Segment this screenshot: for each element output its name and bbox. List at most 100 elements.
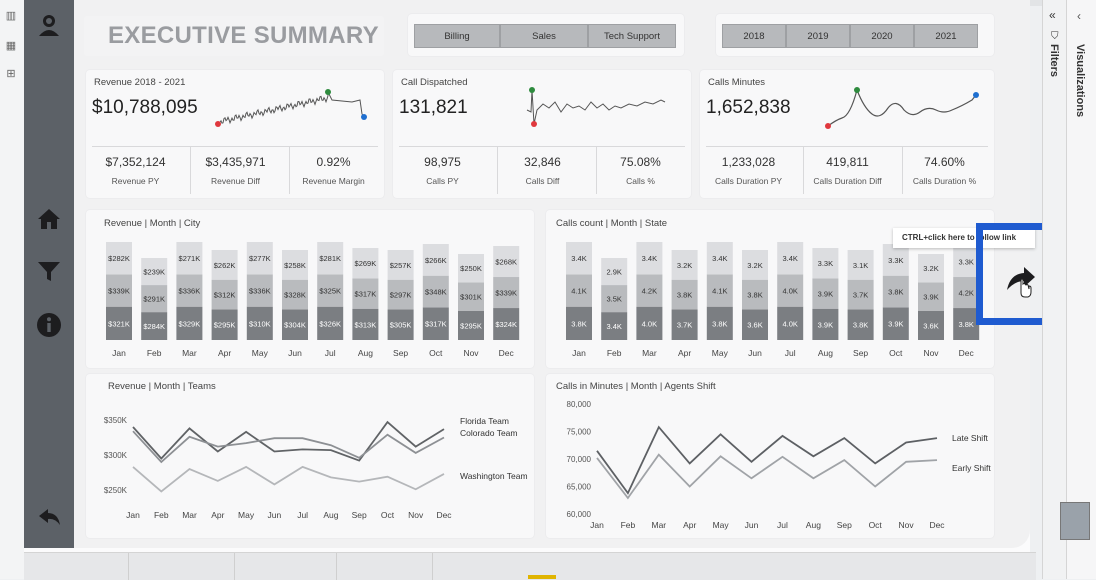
kpi-sub-value: 75.08% (620, 155, 661, 169)
chart-data-label: $277K (249, 254, 271, 263)
kpi-title: Revenue 2018 - 2021 (94, 77, 186, 88)
page-tab[interactable] (234, 553, 337, 580)
chart-y-tick-label: 80,000 (567, 400, 592, 409)
chart-bar-segment (422, 275, 449, 308)
follow-link-tooltip: CTRL+click here to follow link (893, 228, 1035, 248)
chart-data-label: 3.3K (958, 258, 973, 267)
chart-data-label: 3.8K (571, 319, 586, 328)
filter-funnel-icon: ⛉ (1051, 31, 1059, 42)
kpi-value: 1,652,838 (706, 97, 791, 118)
chart-bar-segment (882, 275, 909, 308)
chart-bar-segment (812, 278, 839, 309)
collapse-icon[interactable]: « (1049, 8, 1056, 22)
chart-data-label: $281K (319, 254, 341, 263)
chart-series-line (596, 425, 938, 495)
chart-bar-segment (458, 310, 484, 340)
chart-x-tick-label: Jun (268, 510, 282, 520)
chart-bar-segment (636, 274, 663, 307)
chart-x-tick-label: Jul (785, 348, 796, 358)
thumbnail-image (1060, 502, 1090, 540)
chart-series-line (596, 453, 938, 500)
chart-y-tick-label: $350K (104, 416, 128, 425)
chart-data-label: 3.3K (888, 256, 903, 265)
chart-data-label: 3.3K (818, 259, 833, 268)
year-2020-button[interactable]: 2020 (850, 24, 914, 48)
chart-data-label: 3.8K (888, 288, 903, 297)
chart-data-label: $301K (460, 293, 482, 302)
title-box (84, 16, 384, 56)
chart-title: Calls count | Month | State (556, 218, 668, 229)
tech-support-button[interactable]: Tech Support (588, 24, 676, 48)
year-2021-button[interactable]: 2021 (914, 24, 978, 48)
kpi-sparkline (215, 89, 367, 127)
visualizations-pane[interactable]: ‹ Visualizations (1066, 0, 1096, 579)
chart-data-label: $268K (495, 258, 517, 267)
page-tab[interactable] (336, 553, 433, 580)
chart-data-label: 4.0K (782, 319, 797, 328)
expand-icon[interactable]: ‹ (1077, 9, 1081, 23)
chart-title: Revenue | Month | City (104, 218, 201, 229)
model-view-icon[interactable]: ⊞ (6, 68, 16, 80)
chart-bar-segment (812, 248, 839, 279)
year-2019-button[interactable]: 2019 (786, 24, 850, 48)
info-icon[interactable] (36, 312, 62, 338)
calls-state-chart: 3.8K 4.1K 3.4K Jan 3.4K 3.5K 2.9K Feb 4.0K 4.2K 3.… (566, 242, 980, 358)
chart-y-tick-label: 60,000 (567, 510, 592, 519)
chart-data-label: 3.1K (853, 261, 868, 270)
chart-x-tick-label: Mar (182, 510, 197, 520)
chart-data-label: 2.9K (606, 268, 621, 277)
chart-x-tick-label: Jan (590, 520, 604, 530)
page-tab[interactable] (24, 553, 129, 580)
chart-x-tick-label: Nov (899, 520, 915, 530)
chart-bar-segment (458, 254, 484, 283)
kpi-sub-value: $3,435,971 (205, 155, 266, 169)
kpi-title: Calls Minutes (708, 77, 766, 88)
kpi-sub-value: 419,811 (826, 155, 869, 169)
chart-bar-segment (387, 279, 414, 310)
chart-bar-segment (953, 246, 980, 278)
kpi-sub-label: Revenue Margin (302, 176, 365, 186)
chart-bar-segment (918, 282, 944, 311)
chart-data-label: $305K (390, 321, 412, 330)
data-view-icon[interactable]: ▦ (5, 40, 17, 52)
chart-x-tick-label: Jan (126, 510, 140, 520)
nav-panel (24, 0, 74, 548)
kpi-sub-label: Revenue Diff (211, 176, 260, 186)
chart-bar-segment (601, 312, 628, 340)
chart-bar-segment (671, 250, 698, 280)
chart-data-label: 3.2K (747, 261, 762, 270)
page-tab[interactable] (128, 553, 235, 580)
chart-data-label: $304K (284, 321, 306, 330)
chart-x-tick-label: Jun (748, 348, 762, 358)
chart-bar-segment (317, 242, 344, 275)
revenue-teams-chart: $350K $300K $250K Jan Feb Mar Apr May Jun Jul Aug S… (104, 416, 528, 520)
chart-data-label: 3.9K (923, 293, 938, 302)
home-icon[interactable] (36, 206, 62, 232)
sales-button[interactable]: Sales (500, 24, 588, 48)
user-icon[interactable] (36, 12, 62, 38)
back-arrow-icon[interactable] (36, 504, 62, 530)
year-2018-button[interactable]: 2018 (722, 24, 786, 48)
chart-y-tick-label: 75,000 (567, 428, 592, 437)
chart-bar-segment (636, 242, 663, 275)
chart-data-label: 3.6K (923, 321, 938, 330)
kpi-sparkline (526, 87, 666, 127)
chart-x-tick-label: May (252, 348, 269, 358)
kpi-sub-value: 74.60% (924, 155, 965, 169)
report-view-icon[interactable]: ▥ (5, 10, 17, 22)
kpi-sub-value: 98,975 (424, 155, 461, 169)
chart-x-tick-label: Apr (678, 348, 691, 358)
chart-bar-segment (847, 309, 874, 340)
chart-bar-segment (352, 278, 379, 309)
filters-pane[interactable]: « ⛉ Filters (1042, 0, 1067, 579)
chart-bar-segment (953, 277, 980, 309)
chart-series-line (132, 465, 445, 493)
chart-bar-segment (706, 306, 733, 340)
share-arrow-icon[interactable] (1004, 262, 1038, 298)
chart-bar-segment (422, 307, 449, 340)
billing-button[interactable]: Billing (414, 24, 500, 48)
chart-bar-segment (141, 258, 168, 286)
chart-data-label: $324K (495, 320, 517, 329)
filter-icon[interactable] (36, 258, 62, 284)
chart-x-tick-label: Dec (959, 348, 975, 358)
